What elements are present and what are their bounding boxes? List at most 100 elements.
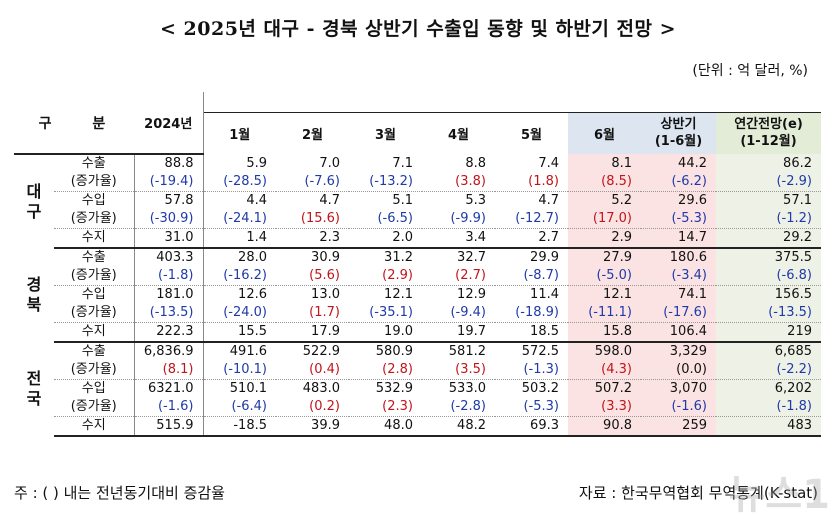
category-label: 수입 xyxy=(54,285,135,304)
table-cell: (-13.5) xyxy=(134,304,204,323)
table-cell: 28.0 xyxy=(238,250,267,265)
category-label: 수출 xyxy=(54,248,135,267)
table-cell: 1.4 xyxy=(203,228,276,249)
category-label: (증가율) xyxy=(54,361,135,380)
table-cell: 12.1 xyxy=(568,285,641,304)
table-row: 수지 515.9 -18.5 39.9 48.0 48.2 69.3 90.8 259 483 xyxy=(14,416,821,437)
table-cell: 510.1 xyxy=(229,381,267,396)
table-cell: 90.8 xyxy=(568,416,641,437)
table-cell: (2.7) xyxy=(422,267,495,286)
table-cell: (-9.9) xyxy=(422,210,495,229)
table-cell: 581.2 xyxy=(448,344,486,359)
table-cell: 515.9 xyxy=(134,416,204,437)
category-label: 수지 xyxy=(54,322,135,343)
table-cell: 7.4 xyxy=(538,155,559,171)
table-cell: (-18.9) xyxy=(495,304,568,323)
table-cell: 572.5 xyxy=(521,344,559,359)
table-cell: (-6.2) xyxy=(641,173,716,192)
table-cell: (-16.2) xyxy=(203,267,276,286)
table-cell: (-5.3) xyxy=(641,210,716,229)
table-cell: 532.9 xyxy=(375,381,413,396)
table-cell: 17.9 xyxy=(276,322,349,343)
table-cell: 6,836.9 xyxy=(134,342,204,361)
table-row: 경 북 수출 403.3 28.0 30.9 31.2 32.7 29.9 27.9 180.6 37… xyxy=(14,248,821,314)
table-cell: 483 xyxy=(716,416,821,437)
table-cell: (-6.5) xyxy=(349,210,422,229)
table-cell: 44.2 xyxy=(641,154,716,173)
table-cell: (2.8) xyxy=(349,361,422,380)
table-cell: (17.0) xyxy=(568,210,641,229)
table-cell: 507.2 xyxy=(568,379,641,398)
trade-table: 구 분 2024년 1월 2월 3월 4월 5월 6월 상반기 (1-6월) 연간전망(e) (1… xyxy=(14,92,821,437)
header-division: 구 분 xyxy=(14,92,134,155)
table-cell: 15.5 xyxy=(203,322,276,343)
table-cell: 375.5 xyxy=(716,248,821,267)
table-cell: 3.4 xyxy=(422,228,495,249)
table-cell: 259 xyxy=(641,416,716,437)
table-cell: (-30.9) xyxy=(134,210,204,229)
table-cell: 7.1 xyxy=(392,155,413,171)
table-cell: (-10.1) xyxy=(203,361,276,380)
table-cell: (8.5) xyxy=(568,173,641,192)
table-cell: 15.8 xyxy=(568,322,641,343)
table-row: 전 국 수출 6,836.9 491.6 522.9 580.9 581.2 572.5 598.… xyxy=(14,342,821,408)
table-cell: 403.3 xyxy=(134,248,204,267)
table-cell: 57.8 xyxy=(134,191,204,210)
table-cell: (-12.7) xyxy=(495,210,568,229)
header-months-band xyxy=(203,92,821,113)
page-title: < 2025년 대구 - 경북 상반기 수출입 동향 및 하반기 전망 > xyxy=(160,18,676,40)
table-cell: (-13.2) xyxy=(349,173,422,192)
table-cell: 598.0 xyxy=(568,342,641,361)
table-cell: 18.5 xyxy=(495,322,568,343)
category-label: 수지 xyxy=(54,228,135,249)
table-cell: (-13.5) xyxy=(716,304,821,323)
table-row: 대 구 수출 88.8 5.9 7.0 7.1 8.8 7.4 8.1 44.2 86.2 xyxy=(14,154,821,221)
table-cell: 39.9 xyxy=(276,416,349,437)
table-cell: 5.1 xyxy=(392,193,413,208)
header-annual-forecast: 연간전망(e) (1-12월) xyxy=(716,112,821,154)
header-month-5: 5월 xyxy=(520,127,542,143)
category-label: 수출 xyxy=(54,342,135,361)
table-cell: (-11.1) xyxy=(568,304,641,323)
watermark-logo: 뉴스1 xyxy=(728,472,830,518)
category-label: 수입 xyxy=(54,379,135,398)
table-cell: 6,202 xyxy=(716,379,821,398)
table-cell: (-6.4) xyxy=(203,398,276,417)
header-month-1: 1월 xyxy=(229,127,251,143)
table-cell: 48.0 xyxy=(349,416,422,437)
table-cell: (3.5) xyxy=(422,361,495,380)
table-cell: 180.6 xyxy=(641,248,716,267)
table-cell: (15.6) xyxy=(276,210,349,229)
footnote: 주 : ( ) 내는 전년동기대비 증감율 xyxy=(14,484,225,502)
category-label: 수출 xyxy=(54,154,135,173)
table-row: (증가율) (-1.8) (-16.2) (5.6) (2.9) (2.7) (-8.7)(… xyxy=(14,267,821,286)
header-year: 2024년 xyxy=(134,92,204,155)
table-cell: (-1.6) xyxy=(641,398,716,417)
header-month-3: 3월 xyxy=(374,127,396,143)
table-cell: -18.5 xyxy=(203,416,276,437)
table-cell: 31.0 xyxy=(134,228,204,249)
category-label: 수지 xyxy=(54,416,135,437)
table-cell: (-35.1) xyxy=(349,304,422,323)
table-row: (증가율) (8.1) (-10.1) (0.4) (2.8) (3.5) (-1.3) (4… xyxy=(14,361,821,380)
table-cell: 11.4 xyxy=(530,287,559,302)
table-cell: 29.2 xyxy=(716,228,821,249)
table-cell: 19.7 xyxy=(422,322,495,343)
table-cell: 483.0 xyxy=(302,381,340,396)
table-cell: (2.3) xyxy=(349,398,422,417)
table-cell: 580.9 xyxy=(375,344,413,359)
table-row: 수지 222.3 15.5 17.9 19.0 19.7 18.5 15.8 106.4 219 xyxy=(14,322,821,343)
table-cell: 74.1 xyxy=(641,285,716,304)
table-cell: 88.8 xyxy=(134,154,204,173)
category-label: (증가율) xyxy=(54,210,135,229)
table-row: 수지 31.0 1.4 2.3 2.0 3.4 2.7 2.9 14.7 29.2 xyxy=(14,228,821,249)
category-label: (증가율) xyxy=(54,267,135,286)
table-cell: 86.2 xyxy=(716,154,821,173)
table-cell: (-28.5) xyxy=(203,173,276,192)
table-cell: 503.2 xyxy=(521,381,559,396)
table-cell: 29.6 xyxy=(641,191,716,210)
table-cell: (-24.0) xyxy=(203,304,276,323)
table-cell: 29.9 xyxy=(530,250,559,265)
